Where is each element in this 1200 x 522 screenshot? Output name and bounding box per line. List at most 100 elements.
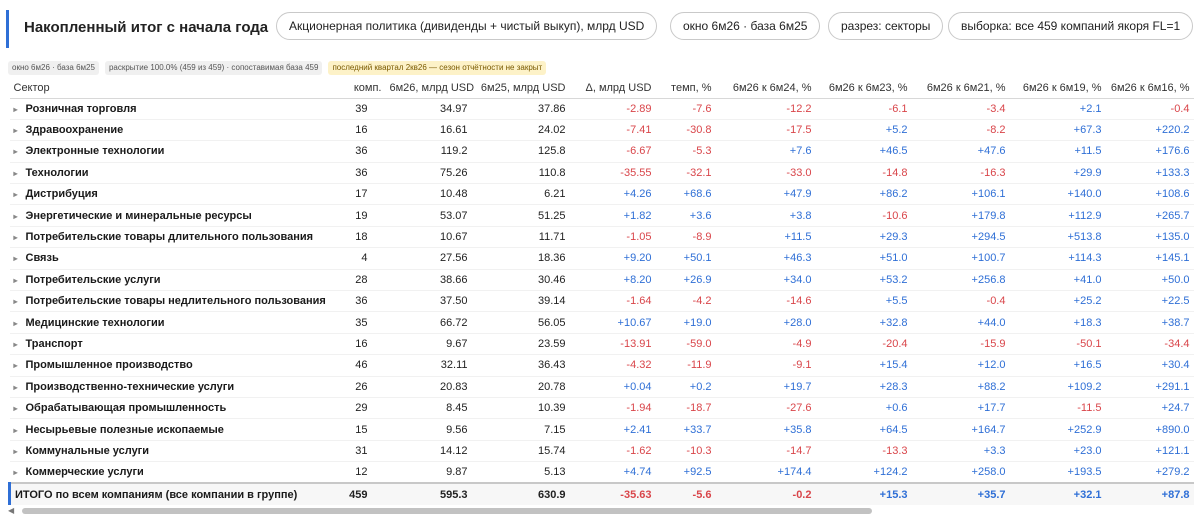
sample-selector-pill[interactable]: выборка: все 459 компаний якоря FL=1: [948, 12, 1194, 40]
table-row[interactable]: ▸ Транспорт 16 9.67 23.59 -13.91 -59.0 -4.9 -20.…: [9, 333, 1194, 356]
column-header[interactable]: Δ, млрд USD: [569, 79, 656, 99]
value-cell: +53.2: [815, 269, 912, 292]
value-cell: 36: [333, 140, 386, 163]
table-row[interactable]: ▸ Потребительские товары длительного поль…: [9, 226, 1194, 249]
value-cell: 9.56: [385, 418, 472, 441]
chevron-right-icon[interactable]: ▸: [13, 339, 18, 349]
value-cell: -10.3: [655, 440, 716, 463]
chevron-right-icon[interactable]: ▸: [13, 318, 18, 328]
value-cell: -16.3: [911, 162, 1010, 185]
value-cell: +108.6: [1105, 183, 1194, 206]
chevron-right-icon[interactable]: ▸: [13, 468, 18, 478]
chevron-right-icon[interactable]: ▸: [13, 425, 18, 435]
table-row[interactable]: ▸ Розничная торговля 39 34.97 37.86 -2.89 -7.6…: [9, 98, 1194, 120]
chevron-right-icon[interactable]: ▸: [13, 404, 18, 414]
value-cell: +26.9: [655, 269, 716, 292]
chevron-right-icon[interactable]: ▸: [13, 168, 18, 178]
table-row[interactable]: ▸ Коммерческие услуги 12 9.87 5.13 +4.74 +92.5…: [9, 461, 1194, 484]
table-row[interactable]: ▸ Медицинские технологии 35 66.72 56.05 +10.6…: [9, 311, 1194, 334]
value-cell: 38.66: [385, 269, 472, 292]
sector-cell: ▸ Электронные технологии: [9, 140, 334, 163]
chevron-right-icon[interactable]: ▸: [13, 254, 18, 264]
chevron-right-icon[interactable]: ▸: [13, 233, 18, 243]
value-cell: +193.5: [1009, 461, 1106, 484]
value-cell: +164.7: [911, 418, 1010, 441]
value-cell: -1.94: [569, 397, 656, 420]
table-row[interactable]: ▸ Электронные технологии 36 119.2 125.8 -6.67…: [9, 140, 1194, 163]
chevron-right-icon[interactable]: ▸: [13, 382, 18, 392]
table-row[interactable]: ▸ Коммунальные услуги 31 14.12 15.74 -1.62 -10…: [9, 440, 1194, 463]
sector-cell: ▸ Розничная торговля: [9, 98, 334, 120]
chevron-right-icon[interactable]: ▸: [13, 361, 18, 371]
value-cell: +47.9: [715, 183, 816, 206]
chevron-right-icon[interactable]: ▸: [13, 297, 18, 307]
table-row[interactable]: ▸ Промышленное производство 46 32.11 36.43 -4…: [9, 354, 1194, 377]
column-header[interactable]: 6м26 к 6м24, %: [715, 79, 816, 99]
value-cell: +11.5: [715, 226, 816, 249]
total-value-cell: +15.3: [815, 482, 912, 506]
table-row[interactable]: ▸ Дистрибуция 17 10.48 6.21 +4.26 +68.6 +47.9 +8…: [9, 183, 1194, 206]
cut-selector-pill[interactable]: разрез: секторы: [828, 12, 944, 40]
table-row[interactable]: ▸ Энергетические и минеральные ресурсы 19 5…: [9, 204, 1194, 227]
sector-cell: ▸ Дистрибуция: [9, 183, 334, 206]
value-cell: +0.6: [815, 397, 912, 420]
value-cell: 20.83: [385, 376, 472, 398]
value-cell: +112.9: [1009, 204, 1106, 227]
window-selector-pill[interactable]: окно 6м26 · база 6м25: [670, 12, 821, 40]
value-cell: -1.05: [569, 226, 656, 249]
sector-label: Потребительские услуги: [25, 273, 161, 286]
table-row[interactable]: ▸ Связь 4 27.56 18.36 +9.20 +50.1 +46.3 +51.0 +10…: [9, 247, 1194, 270]
column-header[interactable]: 6м25, млрд USD: [471, 79, 570, 99]
value-cell: 125.8: [471, 140, 570, 163]
value-cell: +114.3: [1009, 247, 1106, 270]
value-cell: -14.7: [715, 440, 816, 463]
value-cell: 19: [333, 204, 386, 227]
table-row[interactable]: ▸ Потребительские товары недлительного по…: [9, 290, 1194, 313]
column-header[interactable]: 6м26 к 6м23, %: [815, 79, 912, 99]
table-row[interactable]: ▸ Здравоохранение 16 16.61 24.02 -7.41 -30.8 -1…: [9, 119, 1194, 142]
triangle-left-icon[interactable]: ◀: [8, 506, 15, 515]
chevron-right-icon[interactable]: ▸: [13, 275, 18, 285]
value-cell: 110.8: [471, 162, 570, 185]
chevron-right-icon[interactable]: ▸: [13, 190, 18, 200]
column-header[interactable]: 6м26 к 6м21, %: [911, 79, 1010, 99]
column-header[interactable]: темп, %: [655, 79, 716, 99]
chevron-right-icon[interactable]: ▸: [13, 104, 18, 114]
column-header[interactable]: Сектор: [9, 79, 334, 99]
value-cell: +67.3: [1009, 119, 1106, 142]
sector-cell: ▸ Несырьевые полезные ископаемые: [9, 418, 334, 441]
value-cell: 36.43: [471, 354, 570, 377]
value-cell: 18: [333, 226, 386, 249]
value-cell: +3.3: [911, 440, 1010, 463]
sector-cell: ▸ Обрабатывающая промышленность: [9, 397, 334, 420]
value-cell: +256.8: [911, 269, 1010, 292]
metric-selector-pill[interactable]: Акционерная политика (дивиденды + чистый…: [276, 12, 658, 40]
value-cell: +8.20: [569, 269, 656, 292]
horizontal-scrollbar[interactable]: ◀: [8, 506, 1192, 516]
chevron-right-icon[interactable]: ▸: [13, 126, 18, 136]
table-row[interactable]: ▸ Несырьевые полезные ископаемые 15 9.56 7.1…: [9, 418, 1194, 441]
column-header[interactable]: 6м26 к 6м16, %: [1105, 79, 1194, 99]
table-row[interactable]: ▸ Потребительские услуги 28 38.66 30.46 +8.20…: [9, 269, 1194, 292]
column-header[interactable]: 6м26, млрд USD: [385, 79, 474, 99]
value-cell: -10.6: [815, 204, 912, 227]
sector-label: Потребительские товары длительного польз…: [25, 231, 314, 244]
value-cell: +25.2: [1009, 290, 1106, 313]
table-row[interactable]: ▸ Обрабатывающая промышленность 29 8.45 10.3…: [9, 397, 1194, 420]
value-cell: +145.1: [1105, 247, 1194, 270]
value-cell: 7.15: [471, 418, 570, 441]
chevron-right-icon[interactable]: ▸: [13, 147, 18, 157]
value-cell: +16.5: [1009, 354, 1106, 377]
value-cell: -11.9: [655, 354, 716, 377]
chevron-right-icon[interactable]: ▸: [13, 211, 18, 221]
column-header[interactable]: комп.: [333, 79, 386, 99]
scroll-thumb[interactable]: [22, 508, 872, 514]
chevron-right-icon[interactable]: ▸: [13, 446, 18, 456]
total-row: ИТОГО по всем компаниям (все компании в …: [8, 482, 1194, 506]
table-row[interactable]: ▸ Технологии 36 75.26 110.8 -35.55 -32.1 -33.0-…: [9, 162, 1194, 185]
table-row[interactable]: ▸ Производственно-технические услуги 26 20.…: [9, 376, 1194, 398]
column-header[interactable]: 6м26 к 6м19, %: [1009, 79, 1106, 99]
sector-cell: ▸ Производственно-технические услуги: [9, 376, 334, 398]
total-value-cell: 630.9: [471, 482, 570, 506]
value-cell: -1.64: [569, 290, 656, 313]
